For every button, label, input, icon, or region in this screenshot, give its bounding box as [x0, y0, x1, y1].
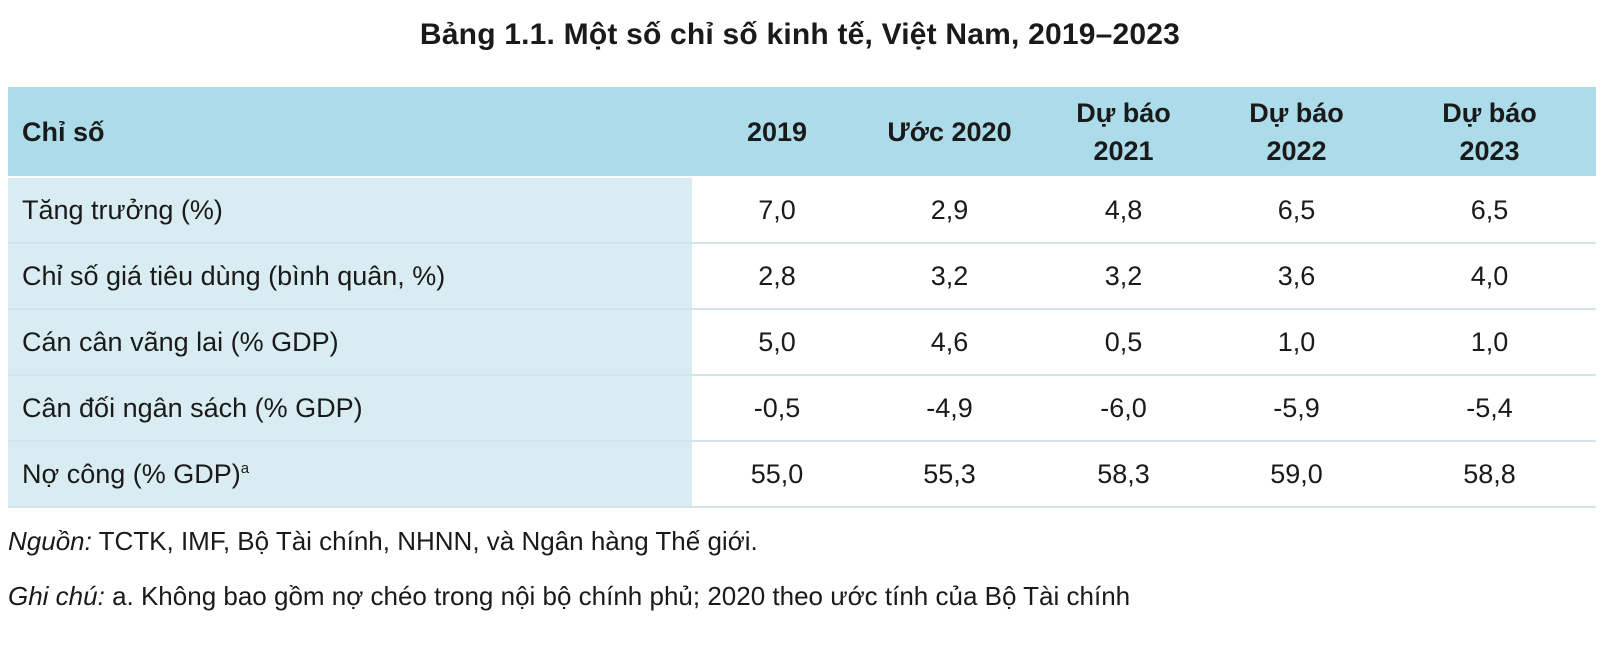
table-cell: 6,5 — [1210, 177, 1383, 244]
table-cell: 4,0 — [1383, 243, 1596, 310]
row-label: Cân đối ngân sách (% GDP) — [8, 375, 692, 442]
table-cell: -4,9 — [862, 375, 1037, 442]
row-label-text: Chỉ số giá tiêu dùng (bình quân, %) — [22, 260, 446, 291]
table-cell: 1,0 — [1383, 309, 1596, 376]
table-cell: 58,3 — [1037, 441, 1210, 508]
source-note: Nguồn: TCTK, IMF, Bộ Tài chính, NHNN, và… — [8, 526, 758, 557]
table-title: Bảng 1.1. Một số chỉ số kinh tế, Việt Na… — [419, 18, 1181, 51]
table-cell: -5,4 — [1383, 375, 1596, 442]
table-cell: 6,5 — [1383, 177, 1596, 244]
table-cell: 4,8 — [1037, 177, 1210, 244]
header-2019-label: 2019 — [746, 116, 808, 147]
header-forecast-2021-line2: 2021 — [1093, 135, 1154, 166]
row-label-text: Cán cân vãng lai (% GDP) — [22, 326, 339, 357]
table-cell: 7,0 — [692, 177, 862, 244]
table-cell: 55,3 — [862, 441, 1037, 508]
table-cell: -6,0 — [1037, 375, 1210, 442]
remark-lead: Ghi chú: — [8, 581, 105, 611]
table-cell: 3,2 — [862, 243, 1037, 310]
header-forecast-2023-line1: Dự báo — [1442, 97, 1537, 128]
header-forecast-2023-line2: 2023 — [1459, 135, 1520, 166]
row-label-text: Cân đối ngân sách (% GDP) — [22, 392, 363, 423]
table-row: Cán cân vãng lai (% GDP) 5,0 4,6 0,5 1,0… — [8, 309, 1596, 376]
table-cell: 5,0 — [692, 309, 862, 376]
header-forecast-2022-line1: Dự báo — [1249, 97, 1344, 128]
table-cell: 2,8 — [692, 243, 862, 310]
row-label-text: Nợ công (% GDP) — [22, 458, 241, 489]
header-estimate-2020: Ước 2020 — [862, 87, 1037, 178]
table-cell: 3,2 — [1037, 243, 1210, 310]
table-row: Cân đối ngân sách (% GDP) -0,5 -4,9 -6,0… — [8, 375, 1596, 442]
row-label: Chỉ số giá tiêu dùng (bình quân, %) — [8, 243, 692, 310]
table-cell: 58,8 — [1383, 441, 1596, 508]
header-row: Chỉ số 2019 Ước 2020 Dự báo 2021 Dự báo 20… — [8, 87, 1596, 178]
table-cell: -5,9 — [1210, 375, 1383, 442]
table-cell: 3,6 — [1210, 243, 1383, 310]
header-indicator-label: Chỉ số — [22, 116, 105, 147]
table-row: Chỉ số giá tiêu dùng (bình quân, %) 2,8 … — [8, 243, 1596, 310]
row-label-text: Tăng trưởng (%) — [22, 194, 223, 225]
header-forecast-2022: Dự báo 2022 — [1210, 87, 1383, 178]
row-label: Tăng trưởng (%) — [8, 177, 692, 244]
table-cell: 59,0 — [1210, 441, 1383, 508]
table-cell: -0,5 — [692, 375, 862, 442]
source-text: TCTK, IMF, Bộ Tài chính, NHNN, và Ngân h… — [98, 526, 758, 556]
table-cell: 4,6 — [862, 309, 1037, 376]
remark-text: a. Không bao gồm nợ chéo trong nội bộ ch… — [112, 581, 1131, 611]
header-forecast-2021: Dự báo 2021 — [1037, 87, 1210, 178]
remark-note: Ghi chú: a. Không bao gồm nợ chéo trong … — [8, 581, 1130, 612]
table-cell: 0,5 — [1037, 309, 1210, 376]
table-cell: 55,0 — [692, 441, 862, 508]
table-row: Tăng trưởng (%) 7,0 2,9 4,8 6,5 6,5 — [8, 177, 1596, 244]
table-cell: 2,9 — [862, 177, 1037, 244]
source-lead: Nguồn: — [8, 526, 92, 556]
header-forecast-2023: Dự báo 2023 — [1383, 87, 1596, 178]
economic-indicators-table: Chỉ số 2019 Ước 2020 Dự báo 2021 Dự báo 20… — [8, 87, 1596, 508]
header-forecast-2021-line1: Dự báo — [1076, 97, 1171, 128]
header-forecast-2022-line2: 2022 — [1266, 135, 1327, 166]
table-row: Nợ công (% GDP)a 55,0 55,3 58,3 59,0 58,… — [8, 441, 1596, 508]
row-label: Nợ công (% GDP)a — [8, 441, 692, 508]
header-estimate-2020-label: Ước 2020 — [887, 116, 1012, 147]
footnote-marker: a — [240, 459, 250, 477]
row-label: Cán cân vãng lai (% GDP) — [8, 309, 692, 376]
table-cell: 1,0 — [1210, 309, 1383, 376]
header-indicator: Chỉ số — [8, 87, 692, 178]
header-2019: 2019 — [692, 87, 862, 178]
